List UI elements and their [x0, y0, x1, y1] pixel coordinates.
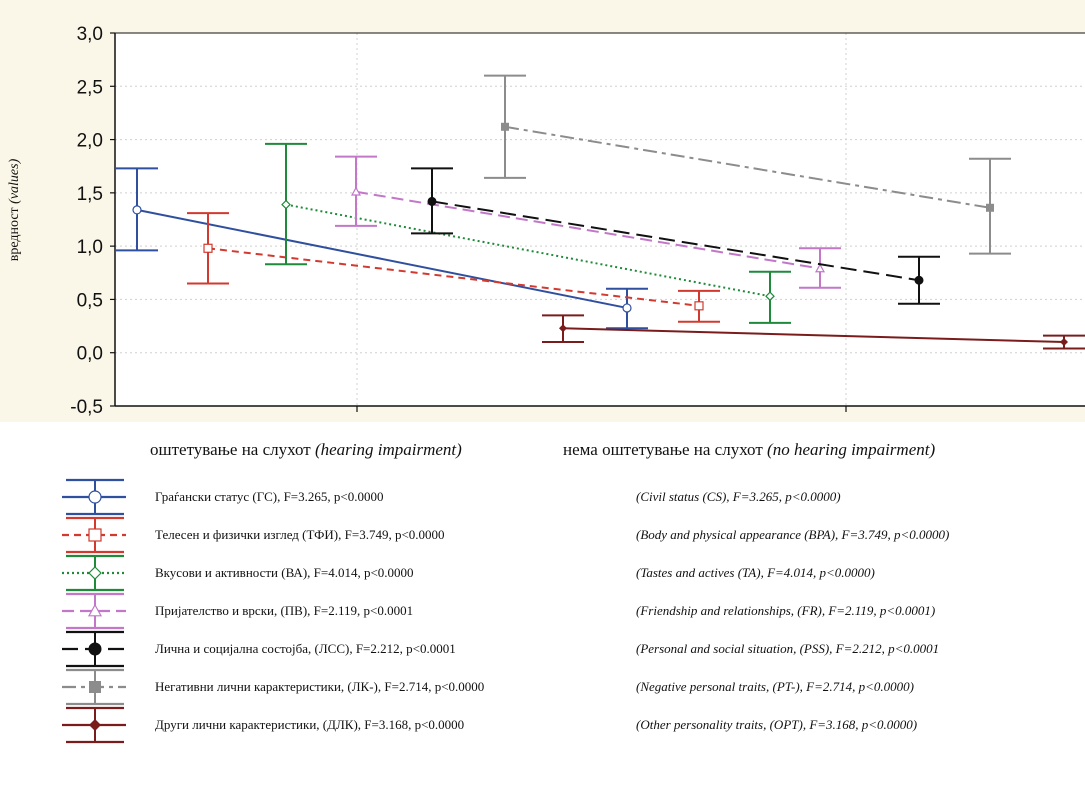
chart-svg: -0,5 0,0 0,5 1,0 1,5 2,0 2,5 3,0 вредност (value… [0, 0, 1085, 422]
y-tick-label: 0,0 [77, 344, 103, 365]
legend-item: Негативни лични карактеристики, (ЛК-), F… [0, 668, 1085, 706]
legend-item: Пријателство и врски, (ПВ), F=2.119, p<0… [0, 592, 1085, 630]
legend-label-english: (Friendship and relationships, (FR), F=2… [636, 603, 936, 618]
legend-item: Телесен и физички изглед (ТФИ), F=3.749,… [0, 516, 1085, 554]
legend-label: Лична и социјална состојба, (ЛСС), F=2.2… [155, 641, 456, 656]
x-category-hearing-impairment: оштетување на слухот (hearing impairment… [150, 440, 462, 460]
legend-marker [88, 642, 102, 656]
legend-symbol [62, 516, 126, 554]
data-point [501, 122, 509, 131]
x-category-label-main: оштетување на слухот [150, 440, 311, 459]
legend-label: Граѓански статус (ГС), F=3.265, p<0.0000 [155, 489, 384, 504]
legend-marker [89, 719, 101, 731]
data-point [427, 196, 437, 206]
x-category-label-italic: (no hearing impairment) [767, 440, 936, 459]
series-group [542, 314, 1085, 350]
series-group [116, 167, 648, 330]
y-tick-label: 0,5 [77, 290, 103, 311]
legend-marker [88, 566, 102, 580]
y-axis-label: вредност (values) [7, 158, 22, 261]
data-point [914, 275, 924, 285]
legend-marker [87, 603, 103, 617]
legend-marker [89, 681, 101, 693]
x-category-no-hearing-impairment: нема оштетување на слухот (no hearing im… [563, 440, 935, 460]
data-point [132, 205, 142, 215]
legend-marker [88, 528, 102, 542]
series-line [285, 203, 771, 298]
legend-symbol [62, 592, 126, 630]
x-category-label-italic: (hearing impairment) [314, 440, 462, 459]
legend-symbol [62, 554, 126, 592]
legend-label-english: (Personal and social situation, (PSS), F… [636, 641, 940, 656]
legend-symbol [62, 478, 126, 516]
legend-label-english: (Tastes and actives (TA), F=4.014, p<0.0… [636, 565, 875, 580]
data-point [559, 324, 567, 333]
y-tick-label: 1,5 [77, 184, 103, 205]
y-tick-label: -0,5 [70, 397, 103, 418]
data-point [765, 291, 775, 302]
series-line [136, 208, 628, 309]
data-point [694, 301, 704, 311]
series-group [484, 74, 1011, 255]
data-point [986, 203, 994, 212]
legend-symbol [62, 630, 126, 668]
y-axis-label-main: вредност [7, 204, 22, 261]
y-tick-label: 2,0 [77, 131, 103, 152]
y-tick-label: 1,0 [77, 237, 103, 258]
legend-label: Пријателство и врски, (ПВ), F=2.119, p<0… [155, 603, 414, 618]
legend-label: Негативни лични карактеристики, (ЛК-), F… [155, 679, 485, 694]
legend-label-english: (Negative personal traits, (PT-), F=2.71… [636, 679, 914, 694]
legend-label-english: (Civil status (CS), F=3.265, p<0.0000) [636, 489, 841, 504]
y-axis-label-italic: (values) [7, 158, 22, 203]
legend-marker [88, 490, 102, 504]
y-tick-label: 2,5 [77, 77, 103, 98]
series-line [504, 125, 991, 209]
data-point [350, 186, 362, 196]
legend-label-english: (Other personality traits, (OPT), F=3.16… [636, 717, 918, 732]
data-point [622, 303, 632, 313]
x-category-label-main: нема оштетување на слухот [563, 440, 763, 459]
series-group [187, 212, 720, 323]
plot-background [115, 33, 1085, 406]
data-point [281, 199, 291, 210]
y-tick-label: 3,0 [77, 24, 103, 45]
data-point [203, 243, 213, 253]
series-line [431, 200, 920, 282]
legend-label-english: (Body and physical appearance (BPA), F=3… [636, 527, 950, 542]
data-point [814, 263, 826, 273]
series-line [207, 247, 700, 307]
legend-item: Вкусови и активности (ВА), F=4.014, p<0.… [0, 554, 1085, 592]
legend-label: Телесен и физички изглед (ТФИ), F=3.749,… [155, 527, 445, 542]
legend-label: Вкусови и активности (ВА), F=4.014, p<0.… [155, 565, 414, 580]
chart-area: -0,5 0,0 0,5 1,0 1,5 2,0 2,5 3,0 вредност (value… [0, 0, 1085, 422]
legend-symbol [62, 706, 126, 744]
legend-symbol [62, 668, 126, 706]
series-group [411, 167, 940, 305]
series-line [562, 327, 1065, 344]
legend-item: Граѓански статус (ГС), F=3.265, p<0.0000… [0, 478, 1085, 516]
legend-item: Лична и социјална состојба, (ЛСС), F=2.2… [0, 630, 1085, 668]
legend-label: Други лични карактеристики, (ДЛК), F=3.1… [155, 717, 465, 732]
legend-item: Други лични карактеристики, (ДЛК), F=3.1… [0, 706, 1085, 744]
series-group [265, 142, 791, 324]
data-point [1060, 338, 1068, 347]
